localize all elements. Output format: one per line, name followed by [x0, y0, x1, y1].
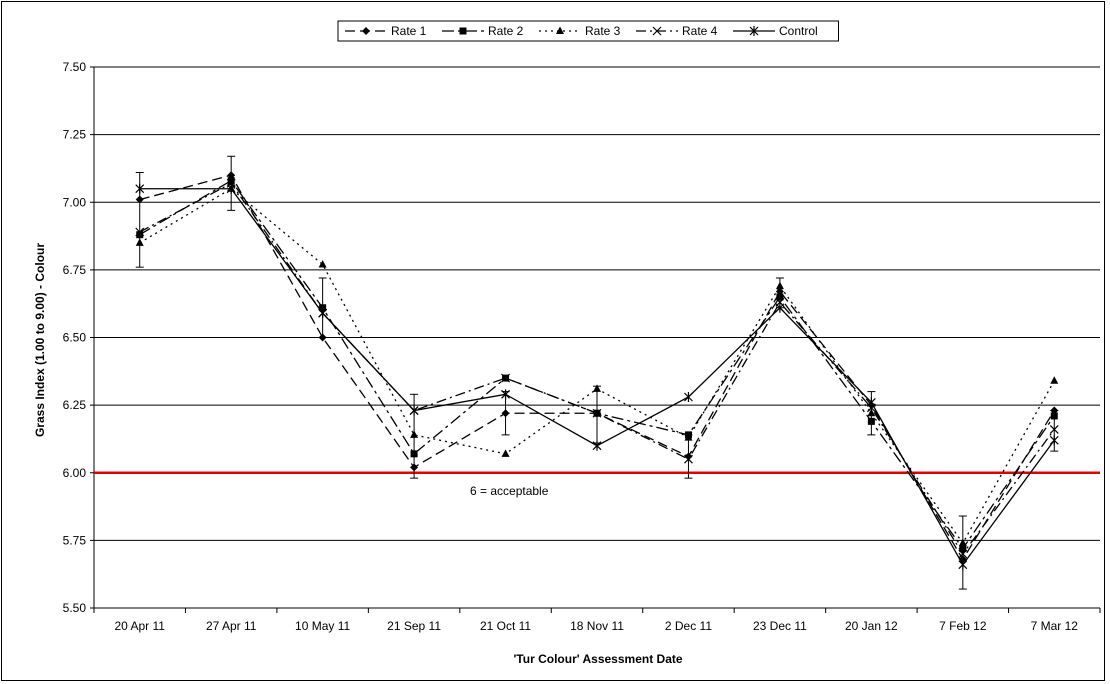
data-point-rate-4: [958, 549, 968, 559]
x-tick-label: 10 May 11: [295, 619, 350, 633]
y-tick-label: 6.00: [63, 466, 87, 480]
x-tick-label: 27 Apr 11: [206, 619, 257, 633]
data-point-rate-3: [318, 259, 327, 268]
legend-marker-rate-3: [556, 26, 564, 34]
data-point-control: [409, 405, 419, 416]
x-tick-label: 21 Oct 11: [480, 619, 531, 633]
data-point-rate-3: [593, 384, 601, 392]
data-point-rate-4: [684, 454, 693, 464]
data-point-rate-2: [959, 544, 967, 552]
axes: [90, 66, 1101, 613]
tick-labels: 5.50 5.75 6.00 6.25 6.50 6.75 7.00 7.25 7.50 20 A…: [63, 60, 1079, 633]
data-point-rate-3: [867, 408, 876, 417]
legend-label-rate-1: Rate 1: [391, 24, 427, 38]
data-point-rate-1: [501, 409, 510, 418]
data-point-rate-3: [684, 433, 693, 441]
series-rate-2: [136, 177, 1058, 552]
data-point-control: [1049, 435, 1059, 446]
series-control: [135, 183, 1059, 570]
data-point-rate-2: [867, 417, 875, 425]
series-line-rate-3: [139, 187, 1055, 545]
data-point-rate-3: [501, 449, 510, 457]
legend-item-rate-2: Rate 2: [442, 24, 524, 38]
y-tick-label: 6.50: [63, 331, 87, 345]
legend-marker-rate-1: [362, 27, 370, 35]
legend-item-control: Control: [733, 24, 818, 38]
legend-item-rate-3: Rate 3: [539, 24, 621, 38]
legend-label-control: Control: [779, 24, 818, 38]
x-tick-label: 21 Sep 11: [387, 619, 441, 633]
data-point-rate-1: [684, 452, 693, 461]
legend-label-rate-4: Rate 4: [682, 24, 718, 38]
data-point-control: [592, 440, 602, 451]
data-point-rate-2: [227, 177, 235, 185]
y-tick-label: 7.25: [63, 128, 87, 142]
x-tick-label: 20 Apr 11: [114, 619, 165, 633]
data-point-rate-1: [318, 333, 327, 342]
data-point-control: [318, 308, 328, 319]
data-point-rate-1: [135, 195, 144, 204]
legend: Rate 1 Rate 2 Rate 3 Rate 4 Control: [337, 20, 839, 42]
legend-item-rate-4: Rate 4: [636, 24, 718, 38]
data-point-control: [135, 183, 145, 194]
data-point-rate-2: [410, 450, 418, 458]
y-tick-label: 5.50: [63, 601, 87, 615]
data-point-control: [866, 397, 876, 408]
data-point-rate-3: [775, 281, 784, 290]
data-point-rate-2: [136, 231, 144, 239]
y-tick-label: 7.50: [63, 60, 87, 74]
data-point-rate-2: [1050, 412, 1058, 420]
y-tick-label: 6.25: [63, 398, 87, 412]
series-line-rate-4: [139, 182, 1055, 556]
x-tick-label: 18 Nov 11: [570, 619, 624, 633]
series-lines: [135, 171, 1059, 570]
data-point-rate-2: [776, 293, 784, 301]
data-point-rate-1: [410, 463, 419, 472]
data-point-rate-3: [135, 238, 144, 246]
y-tick-label: 6.75: [63, 263, 87, 277]
data-point-rate-4: [135, 227, 145, 237]
data-point-rate-4: [501, 373, 510, 383]
y-tick-label: 7.00: [63, 195, 87, 209]
data-point-control: [775, 302, 785, 313]
legend-marker-rate-4: [652, 26, 662, 36]
data-point-control: [684, 392, 693, 403]
legend-box: [337, 20, 839, 42]
data-point-rate-3: [410, 430, 419, 438]
x-axis-title: 'Tur Colour' Assessment Date: [513, 652, 682, 666]
x-tick-label: 23 Dec 11: [753, 619, 807, 633]
series-line-rate-2: [139, 179, 1055, 550]
data-point-rate-4: [1049, 425, 1059, 434]
x-tick-label: 7 Mar 12: [1031, 619, 1079, 633]
data-point-rate-2: [319, 304, 327, 312]
series-rate-4: [135, 178, 1059, 559]
data-point-rate-4: [592, 408, 602, 418]
error-bars: [135, 155, 1059, 590]
y-axis-title: Grass Index (1.00 to 9.00) - Colour: [33, 243, 47, 437]
data-point-control: [226, 183, 236, 194]
legend-label-rate-2: Rate 2: [488, 24, 524, 38]
gridlines: [94, 66, 1100, 541]
x-tick-label: 7 Feb 12: [939, 619, 987, 633]
x-tick-label: 2 Dec 11: [665, 619, 712, 633]
reference-line-label: 6 = acceptable: [470, 484, 549, 498]
legend-marker-rate-2: [459, 27, 467, 35]
data-point-rate-3: [1050, 376, 1059, 384]
legend-marker-control: [749, 26, 759, 36]
data-point-control: [501, 389, 510, 400]
legend-label-rate-3: Rate 3: [585, 24, 621, 38]
series-line-rate-1: [139, 174, 1055, 561]
series-rate-3: [135, 184, 1059, 547]
data-point-control: [958, 559, 968, 570]
series-rate-1: [135, 171, 1059, 564]
x-tick-label: 20 Jan 12: [845, 619, 898, 633]
data-point-rate-3: [958, 538, 967, 547]
legend-item-rate-1: Rate 1: [345, 24, 427, 38]
y-tick-label: 5.75: [63, 533, 87, 547]
